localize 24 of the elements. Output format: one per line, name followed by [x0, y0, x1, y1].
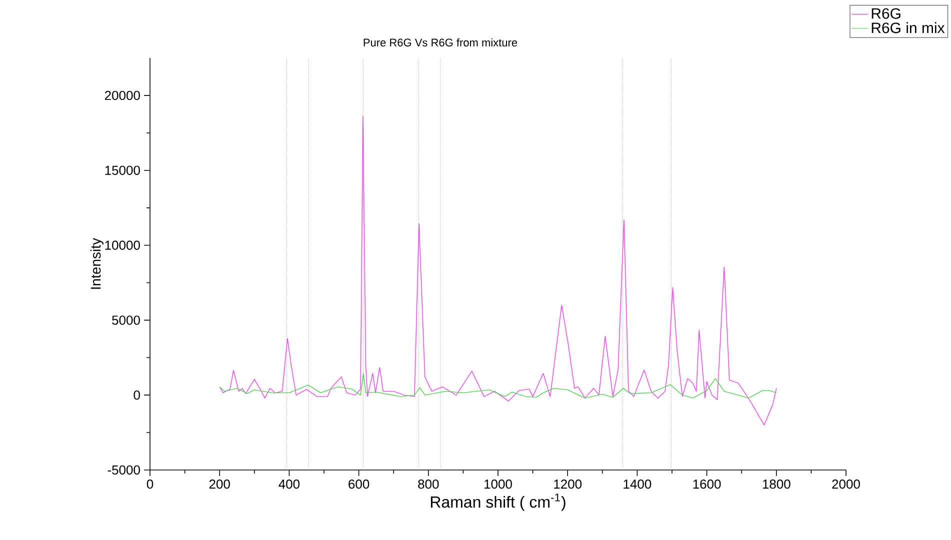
y-tick-label: 0	[134, 390, 140, 400]
x-tick-label: 2000	[832, 480, 860, 489]
x-tick-label: 1800	[762, 480, 790, 489]
y-tick-label: -5000	[108, 465, 140, 475]
y-tick-label: 20000	[104, 90, 140, 100]
line-series	[219, 373, 777, 398]
legend-label: R6G	[872, 8, 900, 19]
y-axis-title: Intensity	[90, 238, 104, 289]
y-tick-label: 15000	[105, 166, 140, 175]
x-tick-label: 800	[418, 480, 439, 489]
x-tick-label: 600	[348, 480, 370, 489]
x-tick-label: 1600	[693, 480, 721, 489]
x-tick-label: 1000	[484, 480, 512, 489]
y-tick-label: 10000	[105, 240, 140, 250]
x-tick-label: 1200	[554, 480, 582, 489]
y-tick-label: 5000	[112, 316, 140, 325]
x-tick-label: 0	[146, 480, 154, 489]
line-series	[219, 116, 777, 426]
x-tick-label: 400	[278, 480, 300, 489]
x-axis-title: Raman shift ( cm$^{-1}$)	[430, 494, 566, 511]
x-tick-label: 200	[209, 480, 230, 489]
x-tick-label: 1400	[624, 480, 652, 489]
legend-label: R6G in mix	[872, 22, 945, 34]
chart-title: Pure R6G Vs R6G from mixture	[364, 38, 518, 46]
